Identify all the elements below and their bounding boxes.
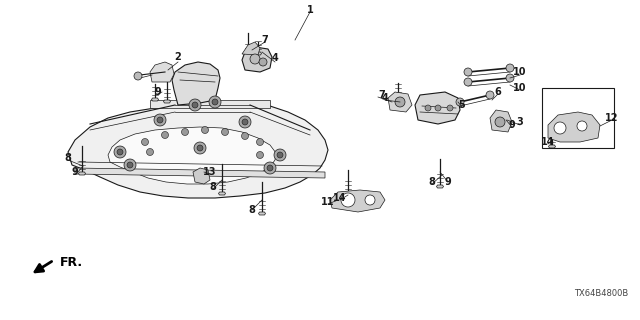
Circle shape	[464, 68, 472, 76]
Text: FR.: FR.	[60, 257, 83, 269]
Polygon shape	[172, 62, 220, 105]
Polygon shape	[163, 100, 170, 103]
Circle shape	[456, 98, 464, 106]
Circle shape	[114, 146, 126, 158]
Circle shape	[506, 74, 514, 82]
Circle shape	[242, 119, 248, 125]
Polygon shape	[344, 192, 351, 195]
Circle shape	[365, 195, 375, 205]
Circle shape	[127, 162, 133, 168]
Text: 5: 5	[459, 100, 465, 110]
Text: 4: 4	[271, 53, 278, 63]
Text: 2: 2	[175, 52, 181, 62]
Circle shape	[264, 162, 276, 174]
Polygon shape	[242, 42, 260, 55]
Circle shape	[425, 105, 431, 111]
Text: 7: 7	[262, 35, 268, 45]
Circle shape	[182, 129, 189, 135]
Polygon shape	[330, 190, 385, 212]
Circle shape	[506, 64, 514, 72]
Text: 13: 13	[204, 167, 217, 177]
Text: 8: 8	[209, 182, 216, 192]
Polygon shape	[548, 145, 556, 148]
Circle shape	[197, 145, 203, 151]
Circle shape	[209, 96, 221, 108]
Circle shape	[267, 165, 273, 171]
Circle shape	[435, 105, 441, 111]
Polygon shape	[490, 110, 512, 132]
Text: 12: 12	[605, 113, 619, 123]
Circle shape	[117, 149, 123, 155]
Text: 9: 9	[509, 120, 515, 130]
Polygon shape	[150, 100, 270, 108]
Circle shape	[274, 149, 286, 161]
Circle shape	[486, 91, 494, 99]
Text: 1: 1	[307, 5, 314, 15]
Circle shape	[447, 105, 453, 111]
Circle shape	[141, 139, 148, 146]
Text: 8: 8	[248, 205, 255, 215]
Circle shape	[495, 117, 505, 127]
Circle shape	[124, 159, 136, 171]
Circle shape	[212, 99, 218, 105]
Text: TX64B4800B: TX64B4800B	[573, 289, 628, 298]
Text: 8: 8	[65, 153, 72, 163]
Text: 4: 4	[381, 93, 388, 103]
Text: 7: 7	[379, 90, 385, 100]
Bar	[542, 88, 614, 148]
Polygon shape	[388, 92, 412, 112]
Circle shape	[250, 54, 260, 64]
Circle shape	[189, 99, 201, 111]
Circle shape	[134, 72, 142, 80]
Polygon shape	[79, 172, 86, 175]
Circle shape	[259, 58, 267, 66]
Text: 10: 10	[513, 83, 527, 93]
Circle shape	[221, 129, 228, 135]
Circle shape	[341, 193, 355, 207]
Polygon shape	[193, 168, 210, 184]
Text: 14: 14	[541, 137, 555, 147]
Polygon shape	[242, 47, 272, 72]
Text: 9: 9	[445, 177, 451, 187]
Circle shape	[395, 97, 405, 107]
Circle shape	[257, 139, 264, 146]
Circle shape	[464, 78, 472, 86]
Polygon shape	[436, 185, 444, 188]
Polygon shape	[68, 102, 328, 198]
Text: 8: 8	[429, 177, 435, 187]
Polygon shape	[244, 55, 252, 58]
Circle shape	[239, 116, 251, 128]
Circle shape	[157, 117, 163, 123]
Circle shape	[192, 102, 198, 108]
Circle shape	[257, 151, 264, 158]
Text: 14: 14	[333, 193, 347, 203]
Circle shape	[277, 152, 283, 158]
Circle shape	[202, 126, 209, 133]
Circle shape	[554, 122, 566, 134]
Polygon shape	[152, 98, 159, 101]
Text: 6: 6	[495, 87, 501, 97]
Text: 9: 9	[155, 87, 161, 97]
Polygon shape	[394, 95, 401, 98]
Circle shape	[194, 142, 206, 154]
Polygon shape	[548, 112, 600, 142]
Polygon shape	[415, 92, 460, 124]
Text: 9: 9	[72, 167, 78, 177]
Text: 10: 10	[513, 67, 527, 77]
Polygon shape	[259, 212, 266, 215]
Circle shape	[241, 132, 248, 140]
Polygon shape	[218, 192, 225, 195]
Text: 11: 11	[321, 197, 335, 207]
Polygon shape	[75, 168, 325, 178]
Text: 3: 3	[516, 117, 524, 127]
Polygon shape	[108, 127, 276, 184]
Circle shape	[161, 132, 168, 139]
Polygon shape	[150, 62, 174, 82]
Polygon shape	[255, 52, 262, 55]
Circle shape	[147, 148, 154, 156]
Circle shape	[577, 121, 587, 131]
Circle shape	[154, 114, 166, 126]
